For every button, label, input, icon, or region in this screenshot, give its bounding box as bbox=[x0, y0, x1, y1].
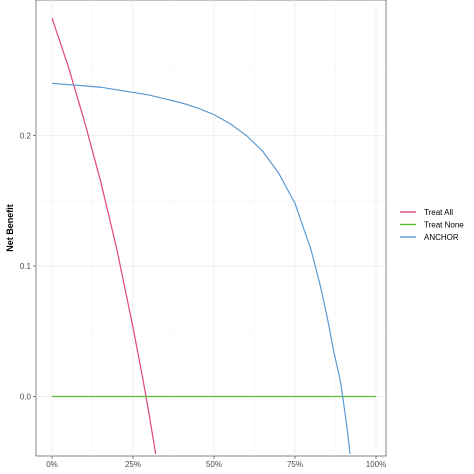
y-tick-label: 0.1 bbox=[20, 262, 32, 271]
y-tick-label: 0.2 bbox=[20, 132, 32, 141]
series-line-anchor bbox=[51, 82, 351, 454]
plot-panel bbox=[35, 0, 387, 457]
legend: Treat All Treat None ANCHOR bbox=[400, 208, 464, 242]
x-tick-label: 0% bbox=[46, 460, 58, 469]
x-tick-label: 100% bbox=[366, 460, 386, 469]
y-axis-title: Net Benefit bbox=[5, 204, 15, 252]
legend-label-anchor: ANCHOR bbox=[424, 233, 459, 242]
axis-ticks: 0% 25% 50% 75% 100% 0.0 0.1 0.2 bbox=[20, 132, 386, 470]
x-tick-label: 75% bbox=[287, 460, 303, 469]
series-lines bbox=[51, 17, 376, 455]
legend-label-treat-all: Treat All bbox=[424, 208, 453, 217]
legend-label-treat-none: Treat None bbox=[424, 221, 464, 230]
x-tick-label: 50% bbox=[206, 460, 222, 469]
y-tick-label: 0.0 bbox=[20, 393, 32, 402]
x-tick-label: 25% bbox=[125, 460, 141, 469]
